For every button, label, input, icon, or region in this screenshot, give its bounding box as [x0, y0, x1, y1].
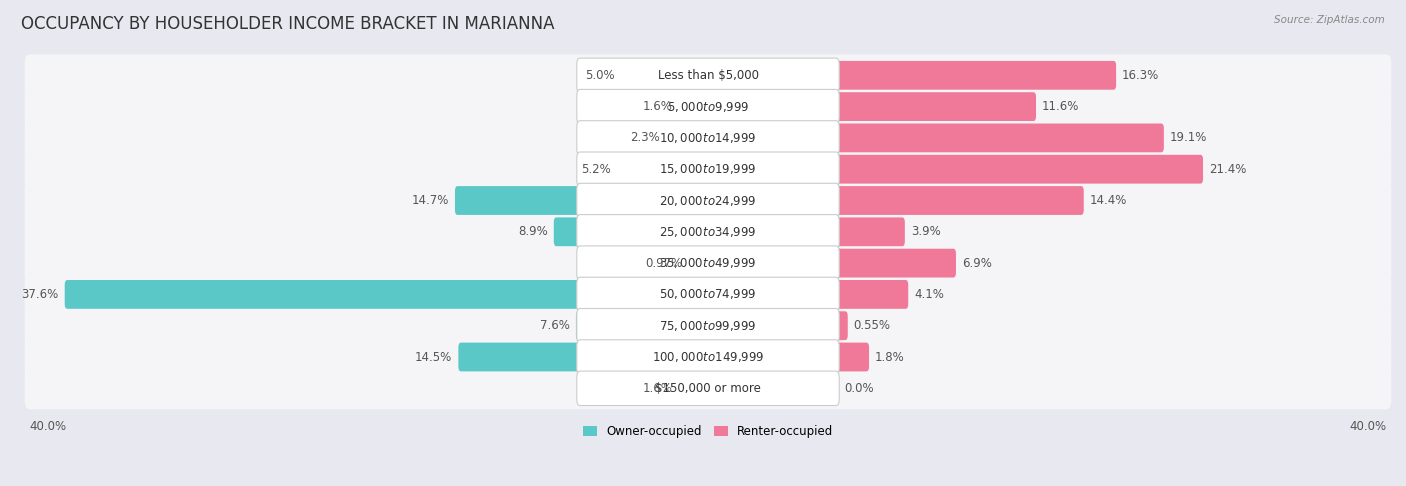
- FancyBboxPatch shape: [458, 343, 582, 371]
- FancyBboxPatch shape: [25, 148, 1392, 190]
- Text: 19.1%: 19.1%: [1170, 131, 1208, 144]
- Text: 1.8%: 1.8%: [875, 350, 904, 364]
- Text: 7.6%: 7.6%: [540, 319, 569, 332]
- Text: $100,000 to $149,999: $100,000 to $149,999: [652, 350, 765, 364]
- FancyBboxPatch shape: [456, 186, 582, 215]
- Text: 37.6%: 37.6%: [21, 288, 59, 301]
- FancyBboxPatch shape: [681, 377, 709, 399]
- FancyBboxPatch shape: [25, 242, 1392, 284]
- FancyBboxPatch shape: [834, 217, 905, 246]
- FancyBboxPatch shape: [25, 86, 1392, 128]
- Text: 40.0%: 40.0%: [1350, 419, 1386, 433]
- Text: 1.6%: 1.6%: [643, 382, 672, 395]
- FancyBboxPatch shape: [834, 312, 848, 340]
- Text: 0.55%: 0.55%: [853, 319, 891, 332]
- FancyBboxPatch shape: [25, 305, 1392, 347]
- Text: 5.0%: 5.0%: [585, 69, 614, 82]
- Text: 16.3%: 16.3%: [1122, 69, 1160, 82]
- FancyBboxPatch shape: [576, 58, 839, 92]
- Text: 6.9%: 6.9%: [962, 257, 991, 270]
- FancyBboxPatch shape: [25, 367, 1392, 409]
- FancyBboxPatch shape: [25, 336, 1392, 378]
- FancyBboxPatch shape: [576, 215, 839, 249]
- Text: $150,000 or more: $150,000 or more: [655, 382, 761, 395]
- FancyBboxPatch shape: [576, 371, 839, 405]
- Legend: Owner-occupied, Renter-occupied: Owner-occupied, Renter-occupied: [578, 420, 838, 443]
- FancyBboxPatch shape: [25, 211, 1392, 253]
- FancyBboxPatch shape: [576, 340, 839, 374]
- Text: 3.9%: 3.9%: [911, 226, 941, 238]
- Text: Source: ZipAtlas.com: Source: ZipAtlas.com: [1274, 15, 1385, 25]
- Text: $35,000 to $49,999: $35,000 to $49,999: [659, 256, 756, 270]
- Text: 14.4%: 14.4%: [1090, 194, 1128, 207]
- FancyBboxPatch shape: [576, 183, 839, 218]
- Text: 14.5%: 14.5%: [415, 350, 453, 364]
- Text: $15,000 to $19,999: $15,000 to $19,999: [659, 162, 756, 176]
- Text: $10,000 to $14,999: $10,000 to $14,999: [659, 131, 756, 145]
- FancyBboxPatch shape: [576, 121, 839, 155]
- Text: $75,000 to $99,999: $75,000 to $99,999: [659, 319, 756, 333]
- FancyBboxPatch shape: [576, 246, 839, 280]
- FancyBboxPatch shape: [834, 155, 1204, 184]
- FancyBboxPatch shape: [576, 309, 839, 343]
- Text: 1.6%: 1.6%: [643, 100, 672, 113]
- FancyBboxPatch shape: [619, 158, 709, 180]
- FancyBboxPatch shape: [834, 123, 1164, 152]
- FancyBboxPatch shape: [576, 277, 839, 312]
- Text: 0.0%: 0.0%: [845, 382, 875, 395]
- FancyBboxPatch shape: [576, 312, 582, 340]
- Text: $20,000 to $24,999: $20,000 to $24,999: [659, 193, 756, 208]
- Text: 0.97%: 0.97%: [645, 257, 683, 270]
- Text: 5.2%: 5.2%: [581, 163, 610, 176]
- FancyBboxPatch shape: [834, 92, 1036, 121]
- Text: $25,000 to $34,999: $25,000 to $34,999: [659, 225, 756, 239]
- FancyBboxPatch shape: [554, 217, 582, 246]
- FancyBboxPatch shape: [834, 280, 908, 309]
- Text: 40.0%: 40.0%: [30, 419, 67, 433]
- Text: 14.7%: 14.7%: [412, 194, 449, 207]
- FancyBboxPatch shape: [834, 249, 956, 278]
- FancyBboxPatch shape: [621, 64, 709, 87]
- FancyBboxPatch shape: [25, 54, 1392, 96]
- FancyBboxPatch shape: [834, 186, 1084, 215]
- Text: 11.6%: 11.6%: [1042, 100, 1080, 113]
- FancyBboxPatch shape: [25, 117, 1392, 159]
- FancyBboxPatch shape: [25, 274, 1392, 315]
- FancyBboxPatch shape: [834, 343, 869, 371]
- FancyBboxPatch shape: [576, 89, 839, 124]
- Text: 4.1%: 4.1%: [914, 288, 943, 301]
- Text: OCCUPANCY BY HOUSEHOLDER INCOME BRACKET IN MARIANNA: OCCUPANCY BY HOUSEHOLDER INCOME BRACKET …: [21, 15, 554, 33]
- Text: $5,000 to $9,999: $5,000 to $9,999: [666, 100, 749, 114]
- FancyBboxPatch shape: [834, 61, 1116, 90]
- FancyBboxPatch shape: [25, 179, 1392, 222]
- Text: 8.9%: 8.9%: [517, 226, 548, 238]
- FancyBboxPatch shape: [668, 127, 709, 149]
- FancyBboxPatch shape: [681, 95, 709, 118]
- Text: $50,000 to $74,999: $50,000 to $74,999: [659, 287, 756, 301]
- FancyBboxPatch shape: [690, 252, 709, 275]
- Text: Less than $5,000: Less than $5,000: [658, 69, 758, 82]
- Text: 2.3%: 2.3%: [630, 131, 661, 144]
- FancyBboxPatch shape: [576, 152, 839, 187]
- FancyBboxPatch shape: [65, 280, 582, 309]
- Text: 21.4%: 21.4%: [1209, 163, 1246, 176]
